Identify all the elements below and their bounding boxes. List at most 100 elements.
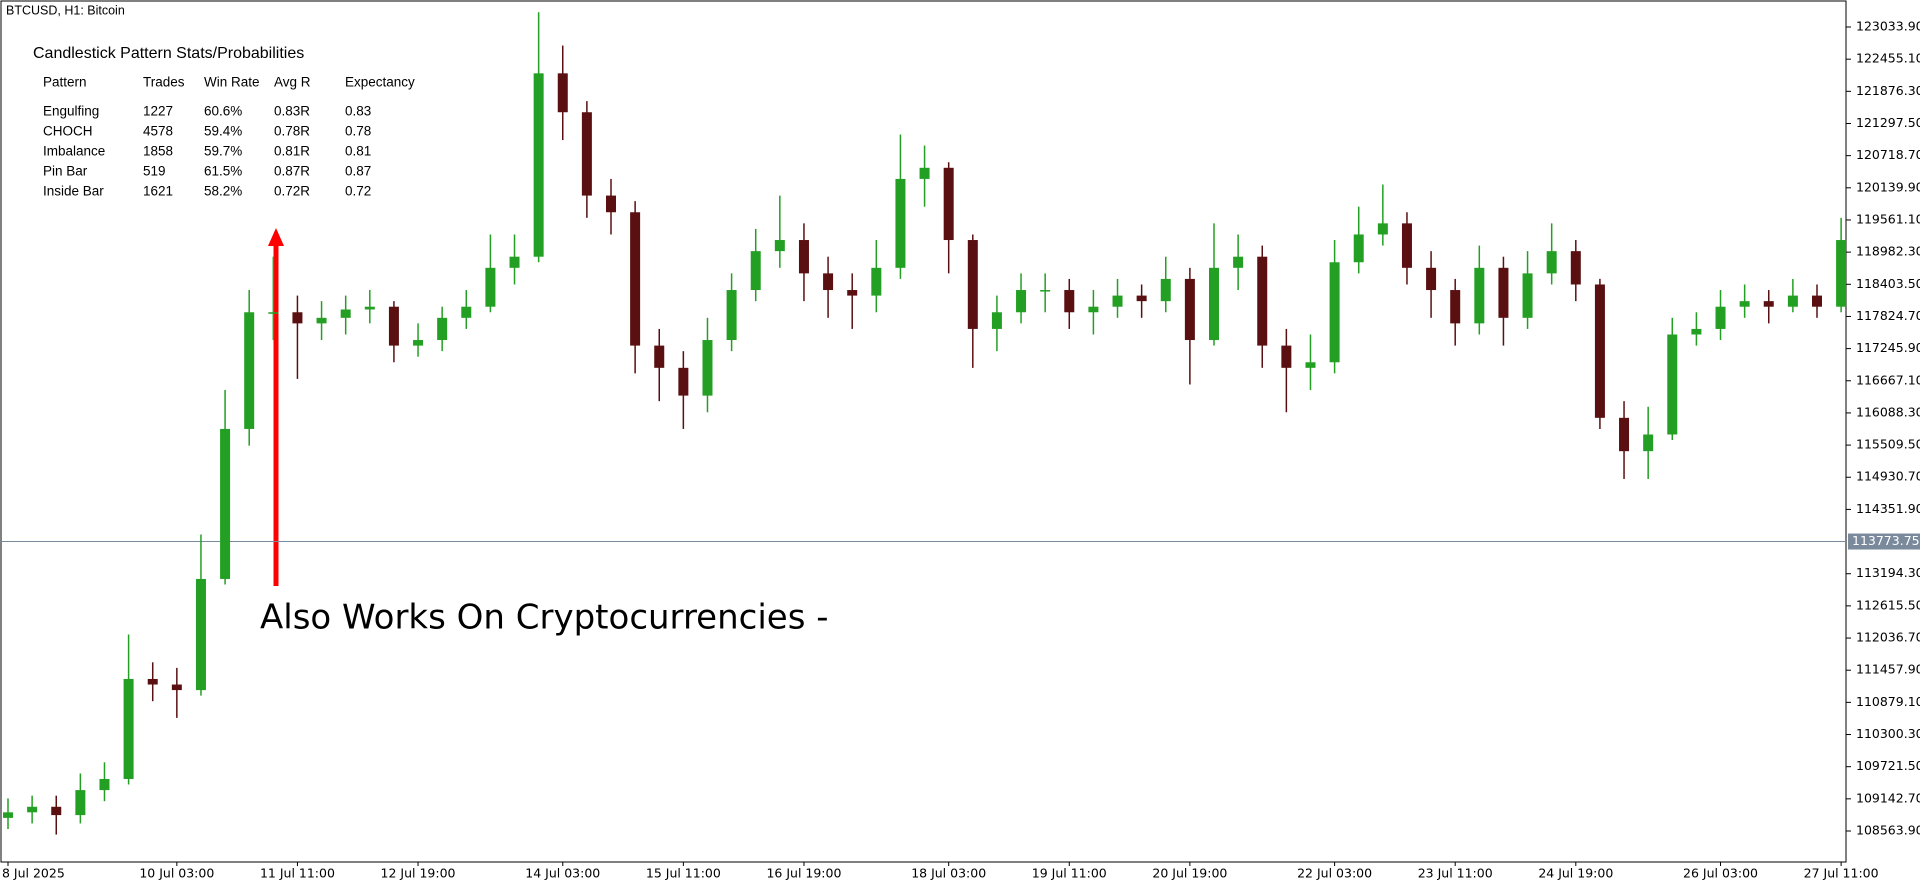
- candle-body: [99, 778, 110, 791]
- price-label-bg: [1848, 533, 1920, 550]
- y-tick-label: 110300.30: [1856, 726, 1920, 741]
- candle-body: [1353, 234, 1364, 263]
- candle-body: [1209, 267, 1219, 341]
- candle-body: [726, 290, 737, 341]
- candle-body: [1498, 267, 1509, 318]
- plot-frame: [0, 0, 1847, 863]
- candle-body: [1305, 362, 1316, 368]
- candle-body: [678, 367, 689, 396]
- candle-body: [388, 306, 399, 346]
- candle-body: [533, 73, 544, 257]
- candle-body: [1281, 345, 1292, 368]
- annotation-text: Also Works On Cryptocurrencies -: [260, 598, 829, 638]
- candle-body: [413, 340, 424, 346]
- candle-body: [1763, 301, 1774, 307]
- column-header: Trades: [143, 75, 185, 90]
- y-tick-label: 109142.70: [1856, 790, 1920, 805]
- candle-body: [3, 812, 13, 818]
- candle-body: [967, 240, 978, 329]
- candle-body: [1691, 328, 1702, 335]
- table-cell: 1621: [143, 184, 173, 199]
- y-tick-label: 118403.50: [1856, 276, 1920, 291]
- y-tick-label: 118982.30: [1856, 244, 1920, 259]
- x-tick-label: 22 Jul 03:00: [1297, 866, 1372, 881]
- y-tick-label: 117245.90: [1856, 340, 1920, 355]
- candle-body: [895, 178, 906, 268]
- candle-body: [1233, 256, 1244, 268]
- x-tick-label: 12 Jul 19:00: [381, 866, 456, 881]
- arrow-head: [268, 228, 284, 246]
- table-cell: 4578: [143, 124, 173, 139]
- x-tick-label: 23 Jul 11:00: [1418, 866, 1493, 881]
- candle-body: [244, 312, 255, 429]
- candle-body: [1112, 295, 1123, 307]
- y-tick-label: 114351.90: [1856, 501, 1920, 516]
- y-tick-label: 116667.10: [1856, 372, 1920, 387]
- candle-body: [654, 345, 665, 368]
- candle-body: [1546, 251, 1557, 274]
- y-tick-label: 115509.50: [1856, 437, 1920, 452]
- y-tick-label: 116088.30: [1856, 404, 1920, 419]
- table-cell: 60.6%: [204, 104, 242, 119]
- y-tick-label: 121876.30: [1856, 83, 1920, 98]
- candle-body: [991, 312, 1002, 329]
- candle-body: [750, 251, 761, 291]
- candle-body: [220, 428, 231, 579]
- candle-body: [27, 806, 38, 813]
- table-cell: 0.78: [345, 124, 371, 139]
- table-cell: 0.78R: [274, 124, 310, 139]
- y-tick-label: 109721.50: [1856, 758, 1920, 773]
- candle-body: [630, 212, 641, 346]
- candle-body: [1594, 284, 1605, 418]
- y-tick-label: 119561.10: [1856, 211, 1920, 226]
- candle-body: [1522, 273, 1533, 318]
- candle-body: [1450, 290, 1461, 324]
- candle-body: [461, 306, 472, 318]
- candle-body: [1088, 306, 1099, 313]
- y-tick-label: 113194.30: [1856, 565, 1920, 580]
- x-tick-label: 20 Jul 19:00: [1152, 866, 1227, 881]
- candle-body: [774, 240, 785, 252]
- candle-body: [1016, 290, 1027, 313]
- candle-body: [364, 306, 375, 310]
- column-header: Expectancy: [345, 75, 415, 90]
- x-tick-label: 10 Jul 03:00: [139, 866, 214, 881]
- candle-body: [268, 312, 279, 314]
- candle-body: [1184, 278, 1195, 341]
- candle-body: [340, 309, 351, 318]
- x-tick-label: 11 Jul 11:00: [260, 866, 335, 881]
- x-tick-label: 8 Jul 2025: [2, 866, 65, 881]
- table-cell: 58.2%: [204, 184, 242, 199]
- candle-body: [823, 273, 834, 291]
- candle-body: [1329, 262, 1340, 363]
- table-cell: Engulfing: [43, 104, 99, 119]
- candle-body: [798, 240, 809, 274]
- table-cell: 0.83: [345, 104, 371, 119]
- table-cell: CHOCH: [43, 124, 93, 139]
- table-cell: 0.87: [345, 164, 371, 179]
- x-tick-label: 27 Jul 11:00: [1804, 866, 1879, 881]
- candle-body: [1377, 223, 1388, 235]
- candle-body: [1739, 301, 1750, 307]
- column-header: Pattern: [43, 75, 87, 90]
- table-cell: 1227: [143, 104, 173, 119]
- y-tick-label: 120139.90: [1856, 179, 1920, 194]
- x-tick-label: 16 Jul 19:00: [766, 866, 841, 881]
- price-label: 113773.75: [1852, 533, 1920, 548]
- y-tick-label: 112615.50: [1856, 597, 1920, 612]
- x-tick-label: 24 Jul 19:00: [1538, 866, 1613, 881]
- candle-body: [847, 290, 858, 296]
- table-cell: 0.72: [345, 184, 371, 199]
- candle-body: [123, 678, 134, 779]
- candle-body: [485, 267, 496, 307]
- candle-body: [171, 684, 182, 691]
- candle-body: [292, 312, 303, 324]
- y-tick-label: 122455.10: [1856, 51, 1920, 66]
- table-cell: Inside Bar: [43, 184, 104, 199]
- candle-body: [1667, 334, 1678, 435]
- column-header: Avg R: [274, 75, 311, 90]
- y-tick-label: 111457.90: [1856, 662, 1920, 677]
- candle-body: [1474, 267, 1485, 324]
- y-tick-label: 108563.90: [1856, 823, 1920, 838]
